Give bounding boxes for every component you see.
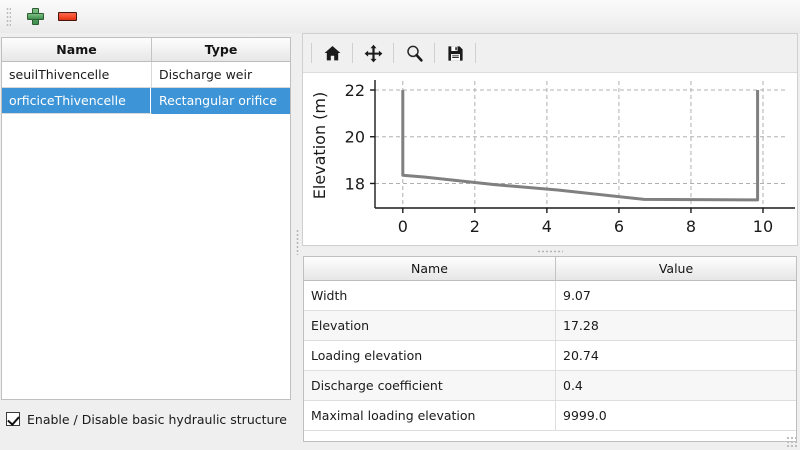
cell-name: Maximal loading elevation xyxy=(304,401,556,431)
resize-grip[interactable] xyxy=(786,436,798,448)
svg-text:6: 6 xyxy=(614,217,624,236)
cell-type: Discharge weir xyxy=(152,62,290,88)
toolbar-divider xyxy=(434,43,435,63)
cell-value[interactable]: 9999.0 xyxy=(556,401,796,431)
column-header-name[interactable]: Name xyxy=(2,38,152,62)
home-icon[interactable] xyxy=(316,38,348,68)
enable-structure-label: Enable / Disable basic hydraulic structu… xyxy=(27,411,287,427)
toolbar-divider xyxy=(475,43,476,63)
table-row[interactable]: Discharge coefficient 0.4 xyxy=(304,371,796,401)
cell-name: Width xyxy=(304,281,556,311)
svg-text:18: 18 xyxy=(345,174,365,193)
svg-text:8: 8 xyxy=(686,217,696,236)
column-header-type[interactable]: Type xyxy=(152,38,290,62)
main-toolbar xyxy=(0,0,800,34)
move-icon[interactable] xyxy=(357,38,389,68)
remove-structure-button[interactable] xyxy=(51,2,83,31)
toolbar-drag-handle[interactable] xyxy=(3,6,14,28)
structures-list[interactable]: Name Type seuilThivencelle Discharge wei… xyxy=(1,37,291,400)
details-panel: 18 20 22 0 2 4 6 8 10 Elevation (m) Name Value Wi… xyxy=(302,33,800,450)
svg-text:Elevation (m): Elevation (m) xyxy=(310,92,329,199)
save-icon[interactable] xyxy=(439,38,471,68)
cell-name: Elevation xyxy=(304,311,556,341)
cell-name: Loading elevation xyxy=(304,341,556,371)
svg-text:2: 2 xyxy=(470,217,480,236)
plot-navigation-toolbar xyxy=(303,34,797,73)
cell-name: seuilThivencelle xyxy=(2,62,152,88)
svg-text:4: 4 xyxy=(542,217,552,236)
properties-table[interactable]: Name Value Width 9.07 Elevation 17.28 Lo… xyxy=(303,256,797,442)
structures-list-header: Name Type xyxy=(2,38,290,62)
table-row[interactable]: Maximal loading elevation 9999.0 xyxy=(304,401,796,431)
cell-value[interactable]: 0.4 xyxy=(556,371,796,401)
cell-value[interactable]: 20.74 xyxy=(556,341,796,371)
vertical-splitter[interactable] xyxy=(293,33,302,450)
cell-type: Rectangular orifice xyxy=(152,88,290,114)
structures-panel: Name Type seuilThivencelle Discharge wei… xyxy=(0,33,293,450)
column-header-name[interactable]: Name xyxy=(304,257,556,281)
svg-text:0: 0 xyxy=(398,217,408,236)
table-row[interactable]: Loading elevation 20.74 xyxy=(304,341,796,371)
svg-text:10: 10 xyxy=(753,217,773,236)
toolbar-divider xyxy=(352,43,353,63)
svg-text:22: 22 xyxy=(345,81,365,100)
add-structure-button[interactable] xyxy=(19,2,51,31)
table-row[interactable]: seuilThivencelle Discharge weir xyxy=(2,62,290,88)
cell-value[interactable]: 9.07 xyxy=(556,281,796,311)
table-row[interactable]: Width 9.07 xyxy=(304,281,796,311)
svg-text:20: 20 xyxy=(345,128,365,147)
table-row[interactable]: Elevation 17.28 xyxy=(304,311,796,341)
table-row-selected[interactable]: orficiceThivencelle Rectangular orifice xyxy=(2,88,290,114)
toolbar-divider xyxy=(393,43,394,63)
minus-icon xyxy=(57,12,77,21)
cell-name: orficiceThivencelle xyxy=(2,88,152,114)
enable-structure-checkbox-row[interactable]: Enable / Disable basic hydraulic structu… xyxy=(6,408,287,430)
properties-table-header: Name Value xyxy=(304,257,796,281)
plus-icon xyxy=(26,8,44,25)
plot-container: 18 20 22 0 2 4 6 8 10 Elevation (m) xyxy=(302,33,798,246)
enable-structure-checkbox[interactable] xyxy=(6,412,20,426)
zoom-icon[interactable] xyxy=(398,38,430,68)
horizontal-splitter[interactable] xyxy=(302,246,798,256)
column-header-value[interactable]: Value xyxy=(556,257,796,281)
toolbar-divider xyxy=(311,43,312,63)
cross-section-chart[interactable]: 18 20 22 0 2 4 6 8 10 Elevation (m) xyxy=(303,73,797,245)
cell-name: Discharge coefficient xyxy=(304,371,556,401)
cell-value[interactable]: 17.28 xyxy=(556,311,796,341)
